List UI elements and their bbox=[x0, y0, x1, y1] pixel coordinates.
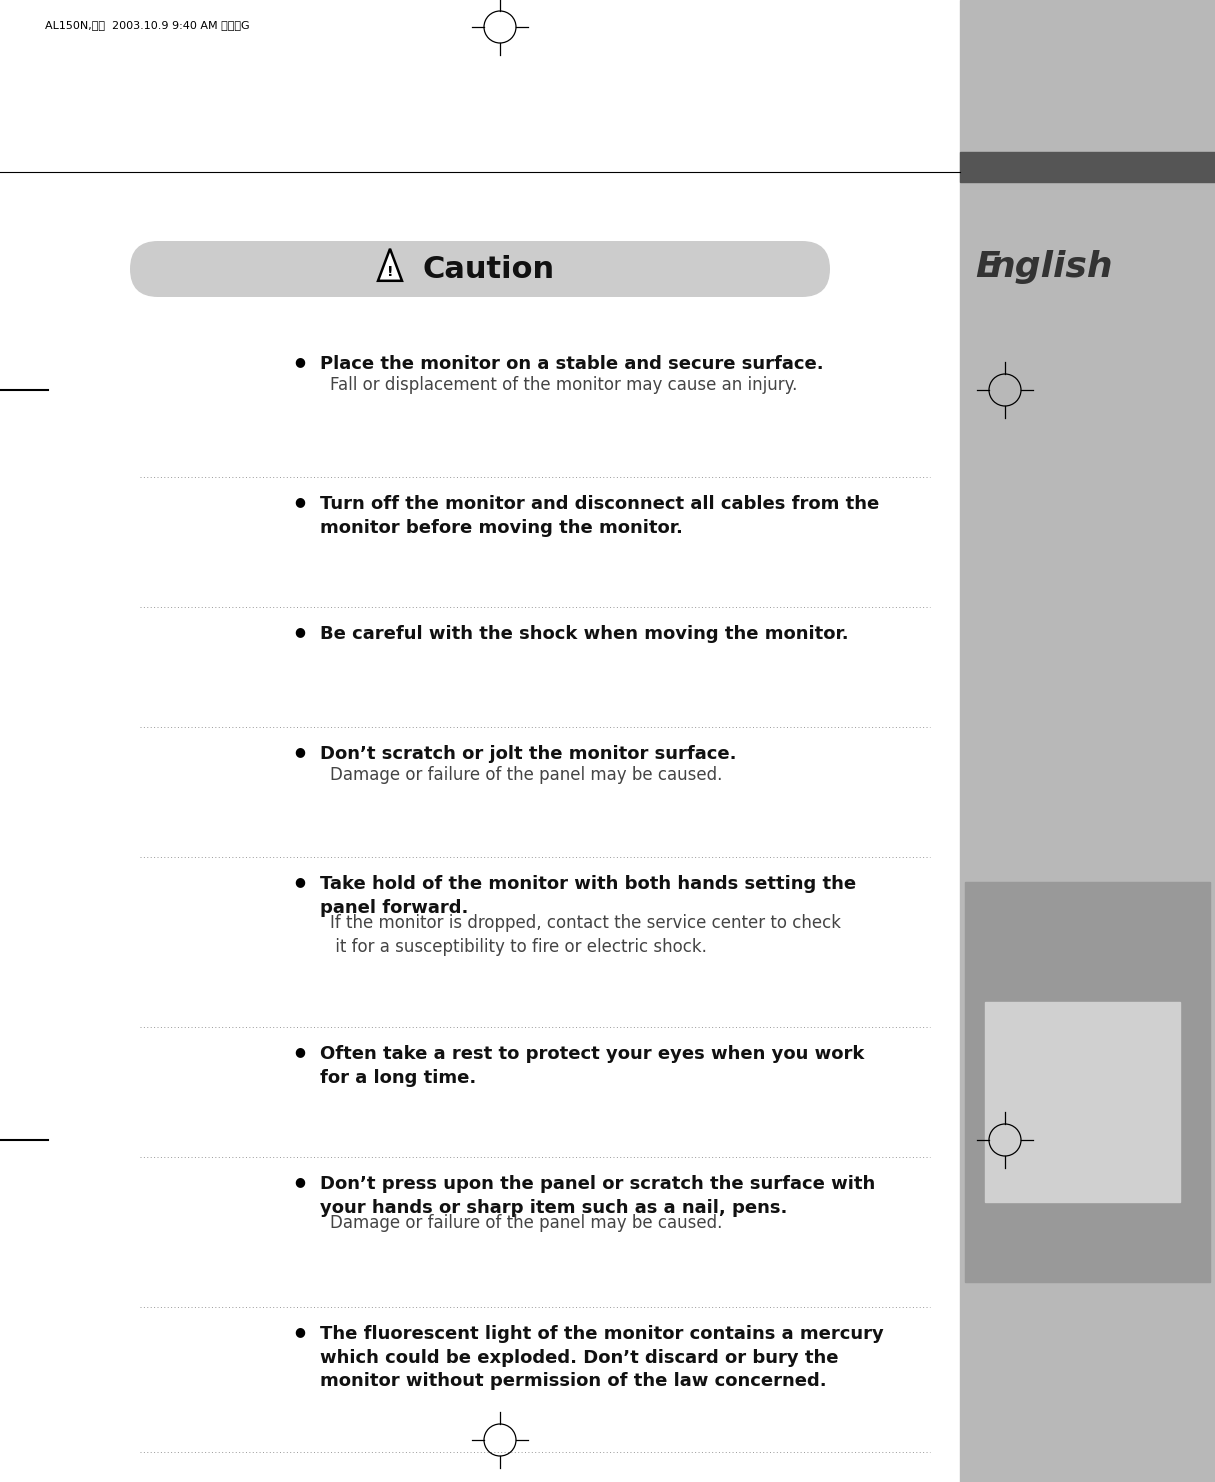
Text: ●: ● bbox=[294, 1325, 305, 1338]
Text: !: ! bbox=[386, 265, 394, 279]
Text: Damage or failure of the panel may be caused.: Damage or failure of the panel may be ca… bbox=[330, 766, 723, 784]
Text: ●: ● bbox=[294, 1175, 305, 1189]
Text: Often take a rest to protect your eyes when you work
for a long time.: Often take a rest to protect your eyes w… bbox=[320, 1045, 864, 1086]
Text: Turn off the monitor and disconnect all cables from the
monitor before moving th: Turn off the monitor and disconnect all … bbox=[320, 495, 880, 536]
Text: ●: ● bbox=[294, 874, 305, 888]
Bar bbox=[960, 153, 1215, 182]
Text: Don’t scratch or jolt the monitor surface.: Don’t scratch or jolt the monitor surfac… bbox=[320, 745, 736, 763]
FancyBboxPatch shape bbox=[130, 242, 830, 296]
Text: Fall or displacement of the monitor may cause an injury.: Fall or displacement of the monitor may … bbox=[330, 376, 797, 394]
Text: ●: ● bbox=[294, 625, 305, 637]
Text: Don’t press upon the panel or scratch the surface with
your hands or sharp item : Don’t press upon the panel or scratch th… bbox=[320, 1175, 875, 1217]
Text: If the monitor is dropped, contact the service center to check
 it for a suscept: If the monitor is dropped, contact the s… bbox=[330, 914, 841, 956]
Text: Take hold of the monitor with both hands setting the
panel forward.: Take hold of the monitor with both hands… bbox=[320, 874, 857, 916]
Text: Caution: Caution bbox=[422, 255, 554, 283]
Text: Be careful with the shock when moving the monitor.: Be careful with the shock when moving th… bbox=[320, 625, 848, 643]
Text: ●: ● bbox=[294, 356, 305, 368]
Polygon shape bbox=[378, 249, 402, 280]
Text: ●: ● bbox=[294, 495, 305, 508]
Text: The fluorescent light of the monitor contains a mercury
which could be exploded.: The fluorescent light of the monitor con… bbox=[320, 1325, 883, 1390]
Bar bbox=[985, 1002, 1180, 1202]
Text: ●: ● bbox=[294, 1045, 305, 1058]
Text: AL150N,영문  2003.10.9 9:40 AM 페이지G: AL150N,영문 2003.10.9 9:40 AM 페이지G bbox=[45, 19, 249, 30]
Text: E: E bbox=[974, 250, 1000, 285]
Bar bbox=[965, 882, 1210, 1282]
Text: ●: ● bbox=[294, 745, 305, 757]
Text: nglish: nglish bbox=[990, 250, 1114, 285]
Text: Damage or failure of the panel may be caused.: Damage or failure of the panel may be ca… bbox=[330, 1214, 723, 1232]
Bar bbox=[960, 0, 1215, 1482]
Text: Place the monitor on a stable and secure surface.: Place the monitor on a stable and secure… bbox=[320, 356, 824, 373]
